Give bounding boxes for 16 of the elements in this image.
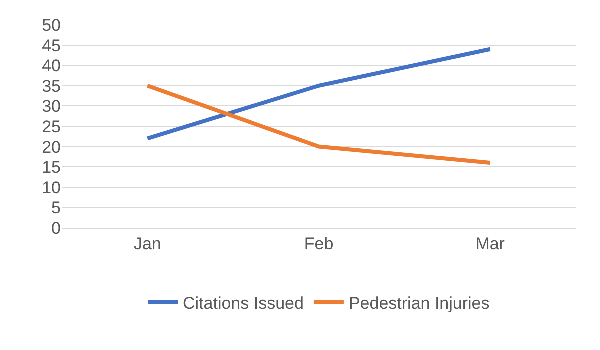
x-tick-label: Jan: [134, 234, 162, 254]
y-tick-label: 50: [42, 16, 61, 35]
y-tick-label: 45: [42, 36, 61, 56]
x-tick-label: Mar: [476, 234, 506, 254]
y-tick-label: 5: [52, 198, 61, 218]
x-tick-label: Feb: [304, 234, 334, 254]
y-tick-label: 35: [42, 76, 61, 96]
y-tick-label: 25: [42, 117, 61, 136]
y-tick-label: 30: [42, 97, 61, 116]
y-tick-label: 0: [52, 218, 61, 238]
y-tick-label: 15: [42, 158, 61, 178]
legend-label: Citations Issued: [183, 294, 304, 314]
y-tick-label: 40: [42, 56, 61, 76]
y-tick-label: 10: [42, 178, 61, 198]
legend-label: Pedestrian Injuries: [348, 294, 490, 314]
y-tick-label: 20: [42, 138, 61, 157]
